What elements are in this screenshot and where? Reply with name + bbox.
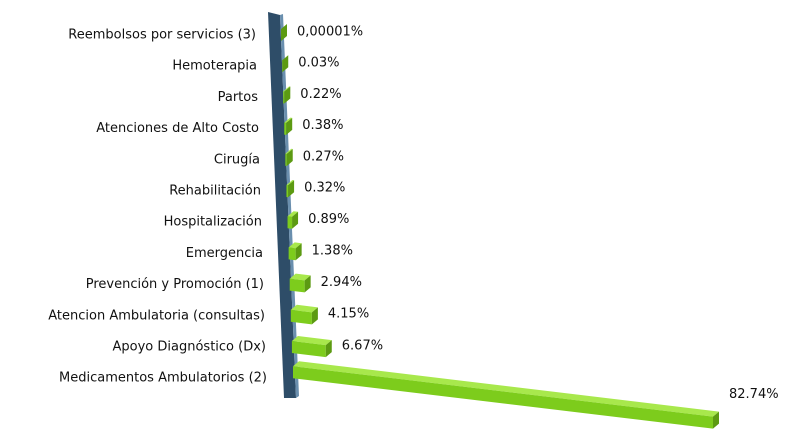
bar-top (286, 180, 295, 186)
bar (286, 180, 295, 198)
category-label: Apoyo Diagnóstico (Dx) (113, 340, 266, 355)
category-label: Reembolsos por servicios (3) (68, 28, 256, 43)
category-label: Hospitalización (164, 215, 262, 230)
bar-front (291, 341, 326, 358)
bar (281, 24, 288, 42)
bar-end (282, 55, 289, 73)
bar (287, 211, 299, 229)
bar-end (311, 307, 318, 325)
bar-end (325, 340, 332, 358)
category-label: Atencion Ambulatoria (consultas) (48, 308, 265, 323)
category-label: Rehabilitación (169, 184, 261, 199)
bar-front (283, 91, 285, 104)
bar (282, 55, 289, 73)
bar-top (281, 24, 288, 30)
bar-top (285, 148, 293, 154)
bar-front (284, 122, 287, 135)
bar (289, 273, 311, 293)
value-label: 0.22% (300, 87, 341, 102)
bar (284, 117, 293, 135)
category-label: Partos (218, 90, 259, 105)
bar (291, 336, 332, 358)
bar-top (289, 273, 311, 281)
bar-end (713, 411, 719, 429)
bar (285, 148, 293, 166)
bar-end (281, 24, 288, 42)
bar-end (292, 211, 299, 229)
bar-end (304, 275, 311, 293)
value-label: 4.15% (328, 307, 369, 322)
value-label: 0.38% (302, 118, 343, 133)
bar-front (290, 309, 312, 325)
bar-end (284, 86, 291, 104)
bar-front (286, 185, 289, 198)
bar (293, 361, 719, 429)
bar-top (282, 55, 289, 61)
bar-top (287, 211, 299, 217)
category-label: Emergencia (186, 246, 263, 261)
value-label: 0.03% (298, 56, 339, 71)
wall-edge (280, 14, 299, 398)
bar-end (295, 243, 302, 261)
category-label: Hemoterapia (172, 59, 257, 74)
bar-end (288, 180, 295, 198)
category-label: Cirugía (214, 152, 260, 167)
bar (283, 86, 291, 104)
bar-top (288, 242, 302, 249)
bar-top (284, 117, 293, 123)
value-label: 2.94% (321, 275, 362, 290)
category-label: Atenciones de Alto Costo (96, 121, 259, 136)
value-label: 6.67% (342, 339, 383, 354)
value-label: 0,00001% (297, 25, 363, 40)
bar-front (287, 216, 293, 229)
back-wall (268, 12, 296, 398)
bar-front (285, 153, 287, 166)
bar-front (289, 278, 305, 293)
value-label: 0.89% (308, 212, 349, 227)
value-label: 0.32% (304, 181, 345, 196)
bar-end (286, 148, 293, 166)
bar (288, 242, 302, 261)
bar (290, 304, 318, 325)
bar-top (283, 86, 291, 92)
bar-front (293, 366, 713, 429)
bar-top (293, 361, 719, 417)
value-label: 0.27% (303, 149, 344, 164)
bar-top (290, 304, 318, 313)
bar-end (286, 117, 293, 135)
value-label: 1.38% (312, 243, 353, 258)
bar-front (288, 247, 296, 261)
category-label: Prevención y Promoción (1) (86, 277, 264, 292)
category-label: Medicamentos Ambulatorios (2) (59, 371, 267, 386)
bar-top (291, 336, 332, 346)
value-label: 82.74% (729, 387, 779, 402)
